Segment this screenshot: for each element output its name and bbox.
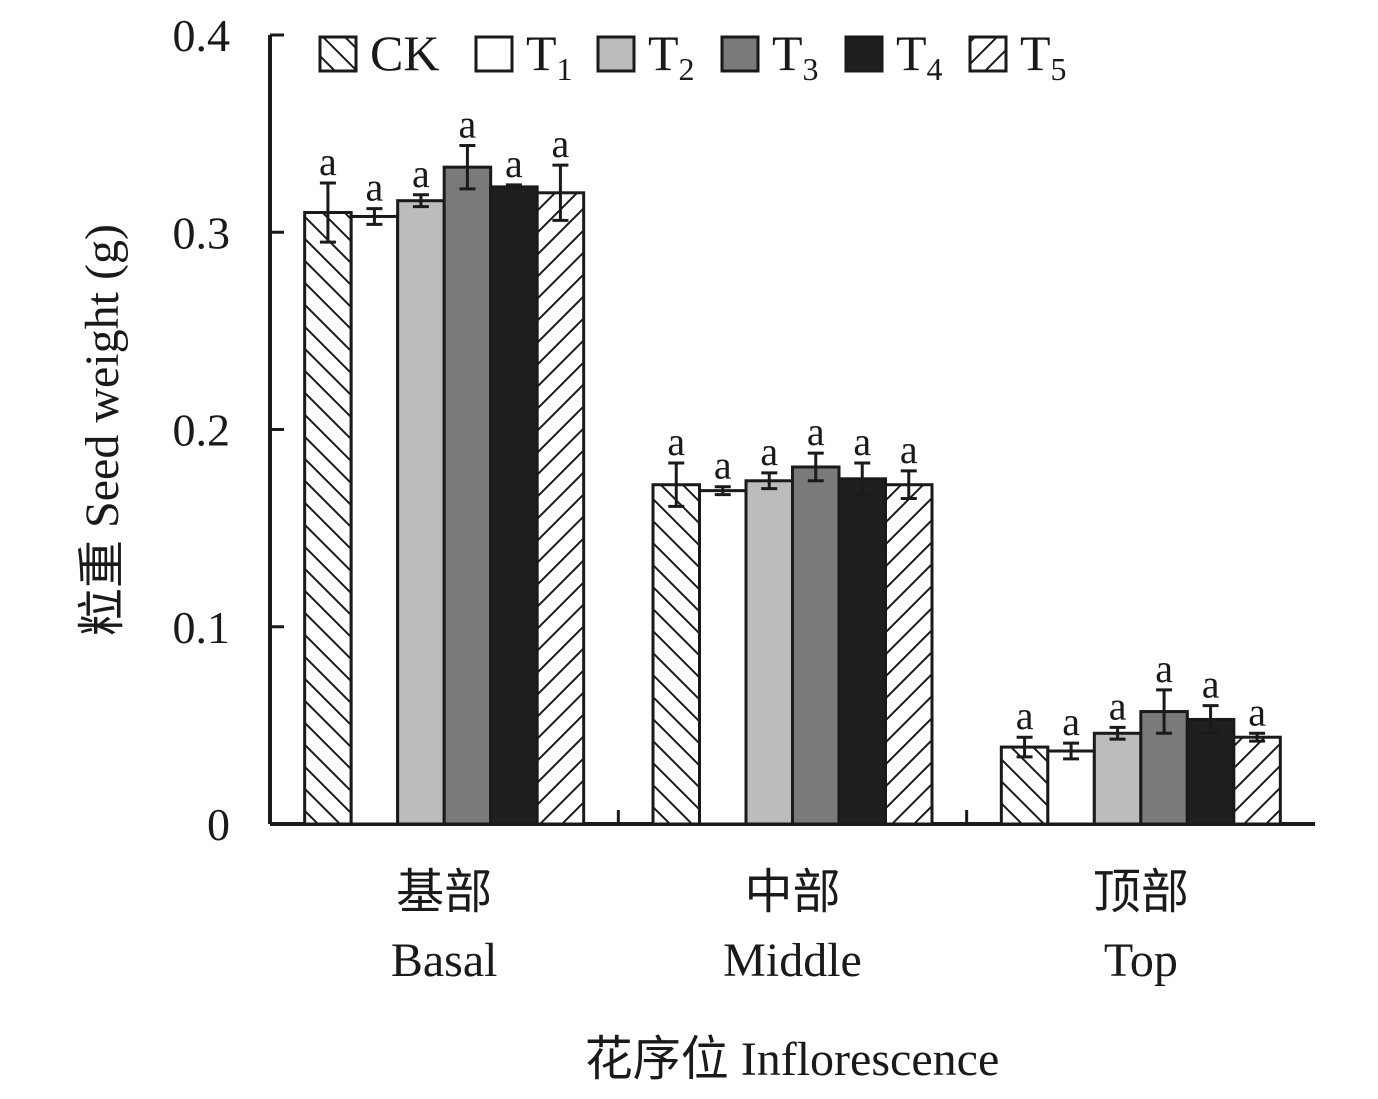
legend-item-t4: T4 [844, 25, 943, 87]
error-bar [1249, 731, 1266, 743]
bar-t5-top [1232, 735, 1282, 826]
legend-item-t1: T1 [474, 25, 573, 87]
significance-label: a [1062, 699, 1080, 744]
legend-swatch [596, 35, 636, 73]
significance-label: a [714, 443, 732, 488]
error-bar [714, 485, 731, 497]
legend-label: CK [370, 25, 439, 81]
significance-label: a [667, 419, 685, 464]
legend: CK T1 T2 T3 T4 T5 [318, 25, 1067, 87]
significance-label: a [853, 419, 871, 464]
error-bar [1156, 688, 1173, 735]
legend-swatch [844, 35, 884, 73]
error-bar [1109, 725, 1126, 741]
significance-label: a [807, 409, 825, 454]
category-label-en: Basal [391, 934, 498, 987]
category-label-cn: 中部 [744, 866, 840, 919]
significance-label: a [1016, 693, 1034, 738]
bar-t3-basal [442, 165, 493, 826]
category-label-cn: 基部 [396, 866, 492, 919]
legend-swatch [720, 35, 760, 73]
category-label-en: Middle [723, 934, 862, 987]
legend-item-t5: T5 [968, 25, 1067, 87]
error-bar [1202, 704, 1219, 735]
error-bar [1063, 741, 1080, 761]
bar-t4-middle [837, 477, 887, 826]
significance-label: a [900, 427, 918, 472]
significance-label: a [505, 141, 523, 186]
y-tick-label: 0 [207, 799, 230, 850]
significance-label: a [1109, 683, 1127, 728]
error-bar [366, 207, 383, 226]
error-bar [412, 193, 429, 209]
error-bar [761, 471, 778, 491]
error-bar [1016, 735, 1033, 759]
bar-t2-top [1092, 731, 1143, 826]
legend-label: T4 [896, 25, 943, 87]
legend-swatch [474, 35, 514, 73]
bar-t4-top [1185, 717, 1236, 826]
significance-label: a [552, 121, 570, 166]
bar-t2-middle [744, 479, 794, 826]
error-bar [319, 181, 336, 244]
y-axis-title: 粒重 Seed weight (g) [76, 224, 129, 636]
error-bar [900, 469, 917, 501]
significance-label: a [319, 139, 337, 184]
legend-item-t3: T3 [720, 25, 819, 87]
bar-ck-basal [303, 211, 353, 826]
category-label-en: Top [1104, 934, 1178, 987]
error-bar [668, 461, 685, 508]
bar-t2-basal [396, 199, 446, 826]
bar-ck-top [999, 745, 1050, 826]
bar-t1-basal [349, 214, 400, 826]
error-bar [552, 163, 569, 222]
significance-label: a [1248, 689, 1266, 734]
legend-label: T2 [648, 25, 695, 87]
significance-label: a [459, 101, 477, 146]
legend-item-ck: CK [318, 25, 439, 81]
x-axis-title: 花序位 Inflorescence [585, 1033, 1000, 1086]
bar-t4-basal [489, 185, 539, 826]
legend-label: T5 [1020, 25, 1067, 87]
y-tick-label: 0.1 [173, 602, 231, 653]
bar-t5-middle [884, 483, 934, 826]
y-tick-label: 0.4 [173, 10, 231, 61]
bar-ck-middle [651, 483, 701, 826]
legend-label: T3 [772, 25, 819, 87]
bar-t1-top [1046, 749, 1096, 826]
error-bar [807, 451, 824, 483]
bar-t3-middle [791, 465, 841, 826]
significance-label: a [412, 151, 430, 196]
error-bar [505, 183, 522, 191]
legend-label: T1 [526, 25, 573, 87]
axes: 0 0.1 0.2 0.3 0.4 基部 Basal 中部 Middle 顶部 Top [173, 10, 1315, 987]
significance-label: a [1202, 662, 1220, 707]
significance-label: a [760, 429, 778, 474]
bar-t5-basal [535, 191, 586, 826]
bars: aa aaa aaa a a a aa a aa aa [303, 101, 1282, 826]
y-tick-label: 0.3 [173, 207, 231, 258]
significance-label: a [1155, 646, 1173, 691]
bar-t1-middle [698, 489, 748, 826]
y-tick-label: 0.2 [173, 405, 231, 456]
legend-swatch [318, 35, 358, 73]
legend-swatch [968, 35, 1008, 73]
legend-item-t2: T2 [596, 25, 695, 87]
category-label-cn: 顶部 [1093, 866, 1189, 919]
significance-label: a [366, 165, 384, 210]
error-bar [459, 143, 476, 191]
error-bar [854, 461, 871, 497]
